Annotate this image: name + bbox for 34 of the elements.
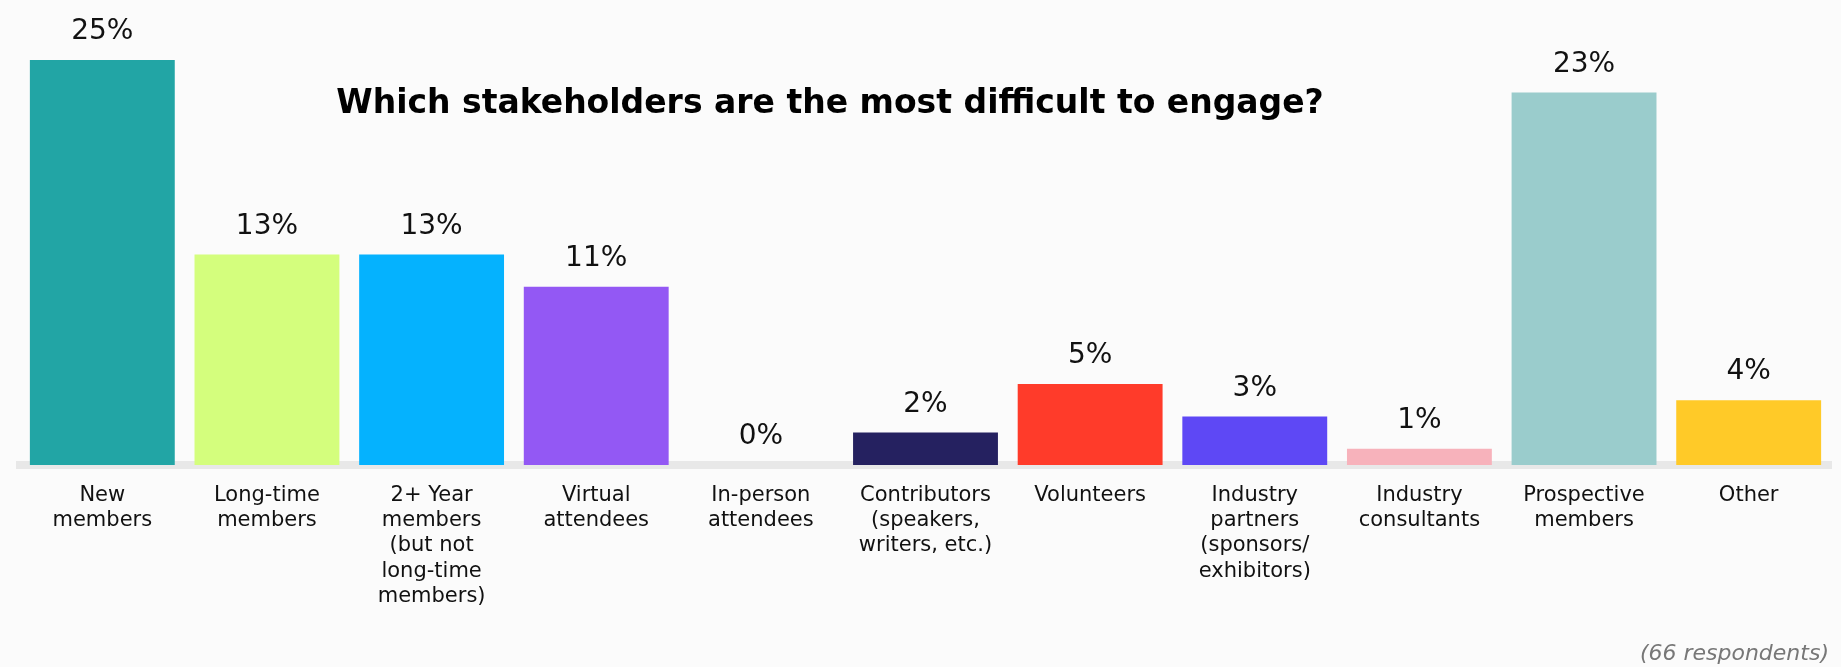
data-label: 11% — [565, 240, 628, 274]
bar — [853, 432, 998, 465]
data-label: 0% — [738, 418, 784, 452]
data-label: 23% — [1552, 45, 1616, 79]
x-tick-label: Volunteers — [1034, 482, 1146, 507]
text: Which stakeholders are the most difficult to engage? — [335, 82, 1325, 121]
x-tick-label: In-person attendees — [708, 482, 814, 532]
bar — [194, 254, 340, 465]
bar — [523, 286, 669, 465]
x-tick-label: Other — [1718, 482, 1779, 507]
bar — [1017, 384, 1163, 465]
data-label: 3% — [1232, 369, 1277, 403]
x-tick-label: Industry consultants — [1358, 482, 1481, 532]
x-tick-label: Prospective members — [1523, 482, 1645, 532]
bar — [1346, 448, 1492, 465]
bar — [359, 254, 505, 465]
data-label: 25% — [71, 13, 134, 47]
bar — [1182, 416, 1328, 465]
x-tick-label: Long-time members — [214, 482, 320, 532]
x-tick-label: Industry partners (sponsors/ exhibitors) — [1198, 482, 1311, 582]
data-label: 4% — [1726, 353, 1771, 387]
data-label: 5% — [1067, 337, 1113, 371]
bar — [1676, 400, 1822, 465]
x-tick-label: New members — [52, 482, 153, 532]
bar — [29, 60, 175, 465]
text: (66 respondents) — [1639, 640, 1829, 665]
x-tick-label: 2+ Year members (but not long-time members) — [377, 482, 486, 607]
x-tick-label: Contributors (speakers, writers, etc.) — [858, 482, 993, 557]
data-label: 13% — [235, 207, 299, 241]
data-label: 13% — [400, 207, 463, 241]
data-label: 1% — [1397, 402, 1442, 436]
bar — [1511, 92, 1657, 465]
data-label: 2% — [903, 385, 948, 419]
x-tick-label: Virtual attendees — [543, 482, 650, 532]
